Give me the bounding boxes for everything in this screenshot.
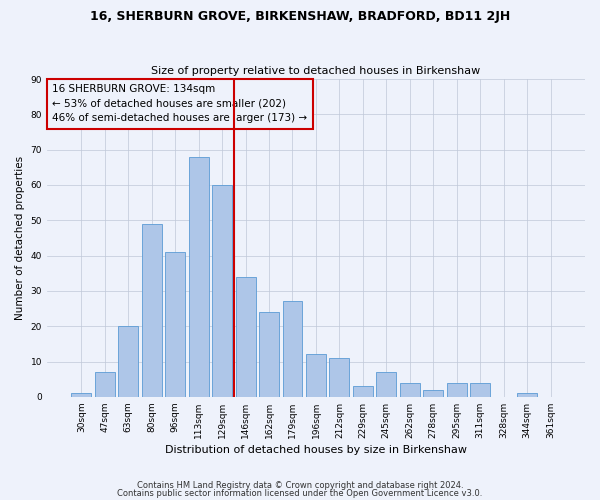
Bar: [188, 156, 209, 397]
Bar: [470, 382, 490, 397]
Bar: [95, 372, 115, 397]
Bar: [283, 302, 302, 397]
Bar: [353, 386, 373, 397]
Bar: [447, 382, 467, 397]
Bar: [517, 394, 537, 397]
Text: 16, SHERBURN GROVE, BIRKENSHAW, BRADFORD, BD11 2JH: 16, SHERBURN GROVE, BIRKENSHAW, BRADFORD…: [90, 10, 510, 23]
Bar: [212, 185, 232, 397]
Bar: [329, 358, 349, 397]
X-axis label: Distribution of detached houses by size in Birkenshaw: Distribution of detached houses by size …: [165, 445, 467, 455]
Bar: [118, 326, 138, 397]
Text: Contains HM Land Registry data © Crown copyright and database right 2024.: Contains HM Land Registry data © Crown c…: [137, 481, 463, 490]
Bar: [259, 312, 279, 397]
Text: Contains public sector information licensed under the Open Government Licence v3: Contains public sector information licen…: [118, 488, 482, 498]
Y-axis label: Number of detached properties: Number of detached properties: [15, 156, 25, 320]
Bar: [376, 372, 397, 397]
Bar: [236, 277, 256, 397]
Text: 16 SHERBURN GROVE: 134sqm
← 53% of detached houses are smaller (202)
46% of semi: 16 SHERBURN GROVE: 134sqm ← 53% of detac…: [52, 84, 307, 124]
Bar: [306, 354, 326, 397]
Bar: [400, 382, 420, 397]
Bar: [165, 252, 185, 397]
Bar: [423, 390, 443, 397]
Bar: [142, 224, 162, 397]
Title: Size of property relative to detached houses in Birkenshaw: Size of property relative to detached ho…: [151, 66, 481, 76]
Bar: [71, 394, 91, 397]
